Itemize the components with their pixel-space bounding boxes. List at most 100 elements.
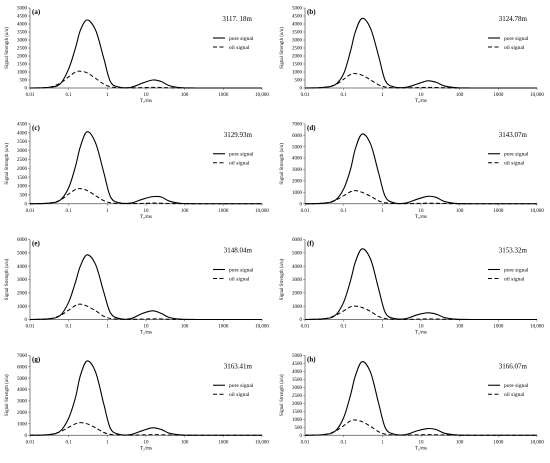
y-tick-label: 1000 <box>17 305 28 310</box>
x-tick-label: 10,000 <box>255 93 269 98</box>
panel-label: (a) <box>32 8 41 16</box>
x-tick-label: 100 <box>456 209 464 214</box>
y-tick-label: 3000 <box>292 168 303 173</box>
y-tick-label: 0 <box>300 87 303 92</box>
y-tick-label: 3000 <box>17 149 28 154</box>
x-tick-label: 1000 <box>493 440 504 445</box>
x-axis-label: T₂/ms <box>140 215 152 220</box>
x-tick-label: 10 <box>419 325 425 330</box>
panel-label: (c) <box>32 124 40 132</box>
y-tick-label: 3000 <box>17 278 28 283</box>
y-axis-label: Signal Strength (a/u) <box>5 374 10 416</box>
x-tick-label: 0.1 <box>66 209 73 214</box>
x-tick-label: 0.1 <box>66 440 73 445</box>
y-tick-label: 0 <box>25 87 28 92</box>
y-tick-label: 2000 <box>292 180 303 185</box>
legend-oil-label: oil signal <box>504 276 525 282</box>
y-axis-label: Signal Strength (a/u) <box>280 374 285 416</box>
y-tick-label: 3500 <box>17 140 28 145</box>
pore-signal-line <box>304 361 537 436</box>
y-tick-label: 2000 <box>17 167 28 172</box>
y-tick-label: 1500 <box>292 410 303 415</box>
x-tick-label: 1 <box>381 325 384 330</box>
y-tick-label: 0 <box>25 202 28 207</box>
y-tick-label: 1000 <box>17 423 28 428</box>
x-tick-label: 1000 <box>218 440 229 445</box>
x-tick-label: 0.01 <box>301 440 310 445</box>
y-tick-label: 2000 <box>17 292 28 297</box>
oil-signal-line <box>29 188 262 205</box>
legend-oil-label: oil signal <box>504 45 525 51</box>
y-tick-label: 4000 <box>17 131 28 136</box>
x-tick-label: 0.1 <box>341 209 348 214</box>
y-tick-label: 0 <box>300 318 303 323</box>
y-tick-label: 1500 <box>292 63 303 68</box>
x-tick-label: 1 <box>106 325 109 330</box>
x-axis-label: T₂/ms <box>140 99 152 104</box>
y-tick-label: 4000 <box>292 23 303 28</box>
x-tick-label: 1 <box>381 209 384 214</box>
chart-panel: 0 500 1000 1500 2000 2500 3000 3500 4000 4500 5000… <box>280 354 544 451</box>
x-tick-label: 0.1 <box>66 93 73 98</box>
y-tick-label: 500 <box>20 79 28 84</box>
legend-oil-label: oil signal <box>504 392 525 398</box>
y-tick-label: 2000 <box>17 411 28 416</box>
depth-annotation: 3124.78m <box>499 15 528 23</box>
legend-oil-label: oil signal <box>229 392 250 398</box>
x-tick-label: 1 <box>106 93 109 98</box>
y-tick-label: 2000 <box>292 402 303 407</box>
x-axis-label: T₂/ms <box>140 446 152 451</box>
y-tick-label: 2000 <box>292 55 303 60</box>
chart-panel: 0 500 1000 1500 2000 2500 3000 3500 4000 4500 5000… <box>5 7 269 104</box>
y-tick-label: 4000 <box>17 265 28 270</box>
y-tick-label: 1000 <box>292 418 303 423</box>
x-tick-label: 10 <box>419 440 425 445</box>
y-tick-label: 1000 <box>17 185 28 190</box>
x-tick-label: 10,000 <box>530 325 544 330</box>
y-tick-label: 500 <box>295 426 303 431</box>
y-axis-label: Signal Strength (a/u) <box>5 143 10 185</box>
x-tick-label: 100 <box>456 325 464 330</box>
y-tick-label: 500 <box>20 194 28 199</box>
y-tick-label: 2500 <box>17 47 28 52</box>
y-tick-label: 1500 <box>17 176 28 181</box>
panel-label: (g) <box>32 355 41 363</box>
x-tick-label: 1 <box>381 440 384 445</box>
y-tick-label: 3000 <box>17 39 28 44</box>
pore-signal-line <box>29 131 262 205</box>
y-tick-label: 5000 <box>292 7 303 12</box>
y-tick-label: 7000 <box>17 354 28 359</box>
panel-label: (h) <box>307 355 316 363</box>
oil-signal-line <box>304 190 537 205</box>
chart-panel: 0 1000 2000 3000 4000 5000 6000 7000 0.01 0.1 1 10 1… <box>5 354 269 451</box>
x-tick-label: 0.01 <box>26 93 35 98</box>
depth-annotation: 3163.41m <box>224 362 253 370</box>
y-tick-label: 1000 <box>292 305 303 310</box>
oil-signal-line <box>304 73 537 89</box>
y-tick-label: 4000 <box>17 388 28 393</box>
chart-panel: 0 1000 2000 3000 4000 5000 6000 7000 0.01 0.1 1 10 1… <box>280 122 544 219</box>
y-tick-label: 1000 <box>292 191 303 196</box>
y-tick-label: 0 <box>300 202 303 207</box>
legend-oil-label: oil signal <box>229 276 250 282</box>
y-tick-label: 3500 <box>292 378 303 383</box>
y-tick-label: 3500 <box>17 31 28 36</box>
y-tick-label: 6000 <box>17 238 28 243</box>
panel-label: (b) <box>307 8 316 16</box>
panel-label: (d) <box>307 124 316 132</box>
x-tick-label: 100 <box>456 440 464 445</box>
panel-label: (f) <box>307 240 315 248</box>
y-tick-label: 4500 <box>292 15 303 20</box>
x-tick-label: 0.01 <box>26 209 35 214</box>
chart-panel: 0 500 1000 1500 2000 2500 3000 3500 4000 4500 0.01… <box>5 122 269 219</box>
x-tick-label: 10,000 <box>255 325 269 330</box>
y-tick-label: 2000 <box>17 55 28 60</box>
chart-panel: 0 500 1000 1500 2000 2500 3000 3500 4000 4500 5000… <box>280 7 544 104</box>
y-tick-label: 3000 <box>292 278 303 283</box>
y-tick-label: 4500 <box>292 362 303 367</box>
x-tick-label: 1000 <box>493 209 504 214</box>
x-tick-label: 0.1 <box>341 325 348 330</box>
y-tick-label: 1500 <box>17 63 28 68</box>
y-tick-label: 5000 <box>292 145 303 150</box>
